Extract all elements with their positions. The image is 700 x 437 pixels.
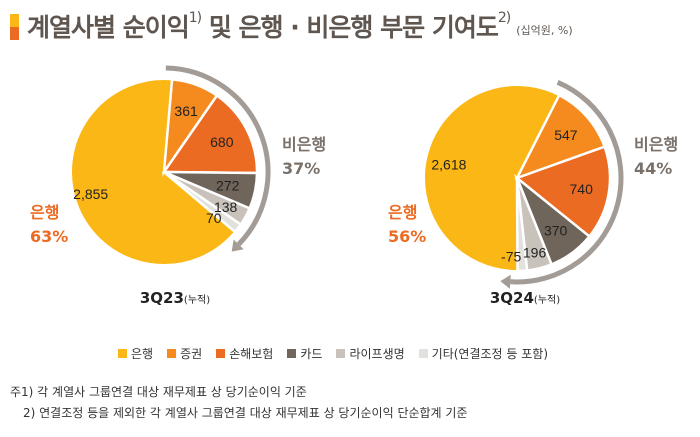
period-sub-label: (누적) xyxy=(534,294,560,306)
title-text: 계열사별 순이익 xyxy=(27,13,190,42)
pie-slice-기타 xyxy=(163,170,243,234)
title-text-2: 및 은행 · 비은행 부문 기여도 xyxy=(208,13,499,42)
period-label: 3Q23 xyxy=(140,289,184,307)
data-label: 272 xyxy=(216,177,240,193)
legend-swatch xyxy=(216,349,226,358)
pie-slice-기타 xyxy=(515,177,529,273)
legend-swatch xyxy=(418,349,428,358)
unit-label: (십억원, %) xyxy=(516,24,573,37)
period-sub-label: (누적) xyxy=(184,294,210,306)
footnote-2: 2) 연결조정 등을 제외한 각 계열사 그룹연결 대상 재무제표 상 당기순이… xyxy=(23,406,468,420)
pie-slice-은행 xyxy=(423,84,561,273)
data-label: 196 xyxy=(523,244,547,260)
legend-item: 라이프생명 xyxy=(336,345,405,362)
bank-label: 은행 xyxy=(388,203,417,222)
pie-slice-증권 xyxy=(514,93,607,181)
bank-label: 은행 xyxy=(30,203,59,222)
pie-slice-은행 xyxy=(70,78,237,266)
pie-slice-손해보험 xyxy=(514,145,612,239)
nonbank-arrow xyxy=(510,79,624,285)
legend-item: 증권 xyxy=(167,345,202,362)
period-label: 3Q24 xyxy=(490,289,534,307)
legend: 은행 증권 손해보험 카드 라이프생명 기타(연결조정 등 포함) xyxy=(118,345,548,362)
data-label: -75 xyxy=(501,248,521,264)
arrowhead-icon xyxy=(231,239,244,252)
chart-title: 계열사별 순이익1) 및 은행 · 비은행 부문 기여도2) (십억원, %) xyxy=(10,8,573,44)
footnotes: 주1) 각 계열사 그룹연결 대상 재무제표 상 당기순이익 기준 2) 연결조… xyxy=(10,382,468,424)
legend-item: 손해보험 xyxy=(216,345,273,362)
footnote-ref-2: 2) xyxy=(497,10,511,26)
legend-swatch xyxy=(167,349,177,358)
legend-item: 은행 xyxy=(118,345,153,362)
arrowhead-icon xyxy=(500,274,511,289)
data-label: 547 xyxy=(554,127,578,143)
bank-pct: 56% xyxy=(388,227,426,246)
data-label: 361 xyxy=(174,103,198,119)
legend-item: 기타(연결조정 등 포함) xyxy=(418,345,549,362)
data-label: 70 xyxy=(206,210,222,226)
data-label: 680 xyxy=(210,134,234,150)
nonbank-label: 비은행 xyxy=(282,135,326,154)
nonbank-arrow xyxy=(165,65,271,247)
legend-swatch xyxy=(118,349,127,358)
bank-pct: 63% xyxy=(30,227,68,246)
nonbank-pct: 44% xyxy=(634,159,672,178)
data-label: 2,618 xyxy=(431,157,466,173)
nonbank-pct: 37% xyxy=(282,159,320,178)
legend-swatch xyxy=(336,349,346,358)
data-label: 740 xyxy=(570,181,594,197)
legend-label: 은행 xyxy=(131,347,154,361)
data-label: 138 xyxy=(214,199,238,215)
chart-label: 3Q24(누적) xyxy=(490,289,560,307)
data-label: 370 xyxy=(544,222,568,238)
legend-swatch xyxy=(287,349,297,358)
legend-item: 카드 xyxy=(287,345,322,362)
title-marker-icon xyxy=(10,14,19,40)
chart-label: 3Q23(누적) xyxy=(140,289,210,307)
legend-label: 손해보험 xyxy=(229,347,274,361)
legend-label: 라이프생명 xyxy=(349,347,405,361)
nonbank-label: 비은행 xyxy=(634,135,678,154)
pie-slice-손해보험 xyxy=(161,93,259,175)
legend-label: 카드 xyxy=(300,347,323,361)
legend-label: 기타(연결조정 등 포함) xyxy=(431,347,549,361)
footnote-1: 주1) 각 계열사 그룹연결 대상 재무제표 상 당기순이익 기준 xyxy=(10,385,307,399)
footnote-ref-1: 1) xyxy=(188,10,202,26)
legend-label: 증권 xyxy=(180,347,203,361)
data-label: 2,855 xyxy=(73,186,108,202)
